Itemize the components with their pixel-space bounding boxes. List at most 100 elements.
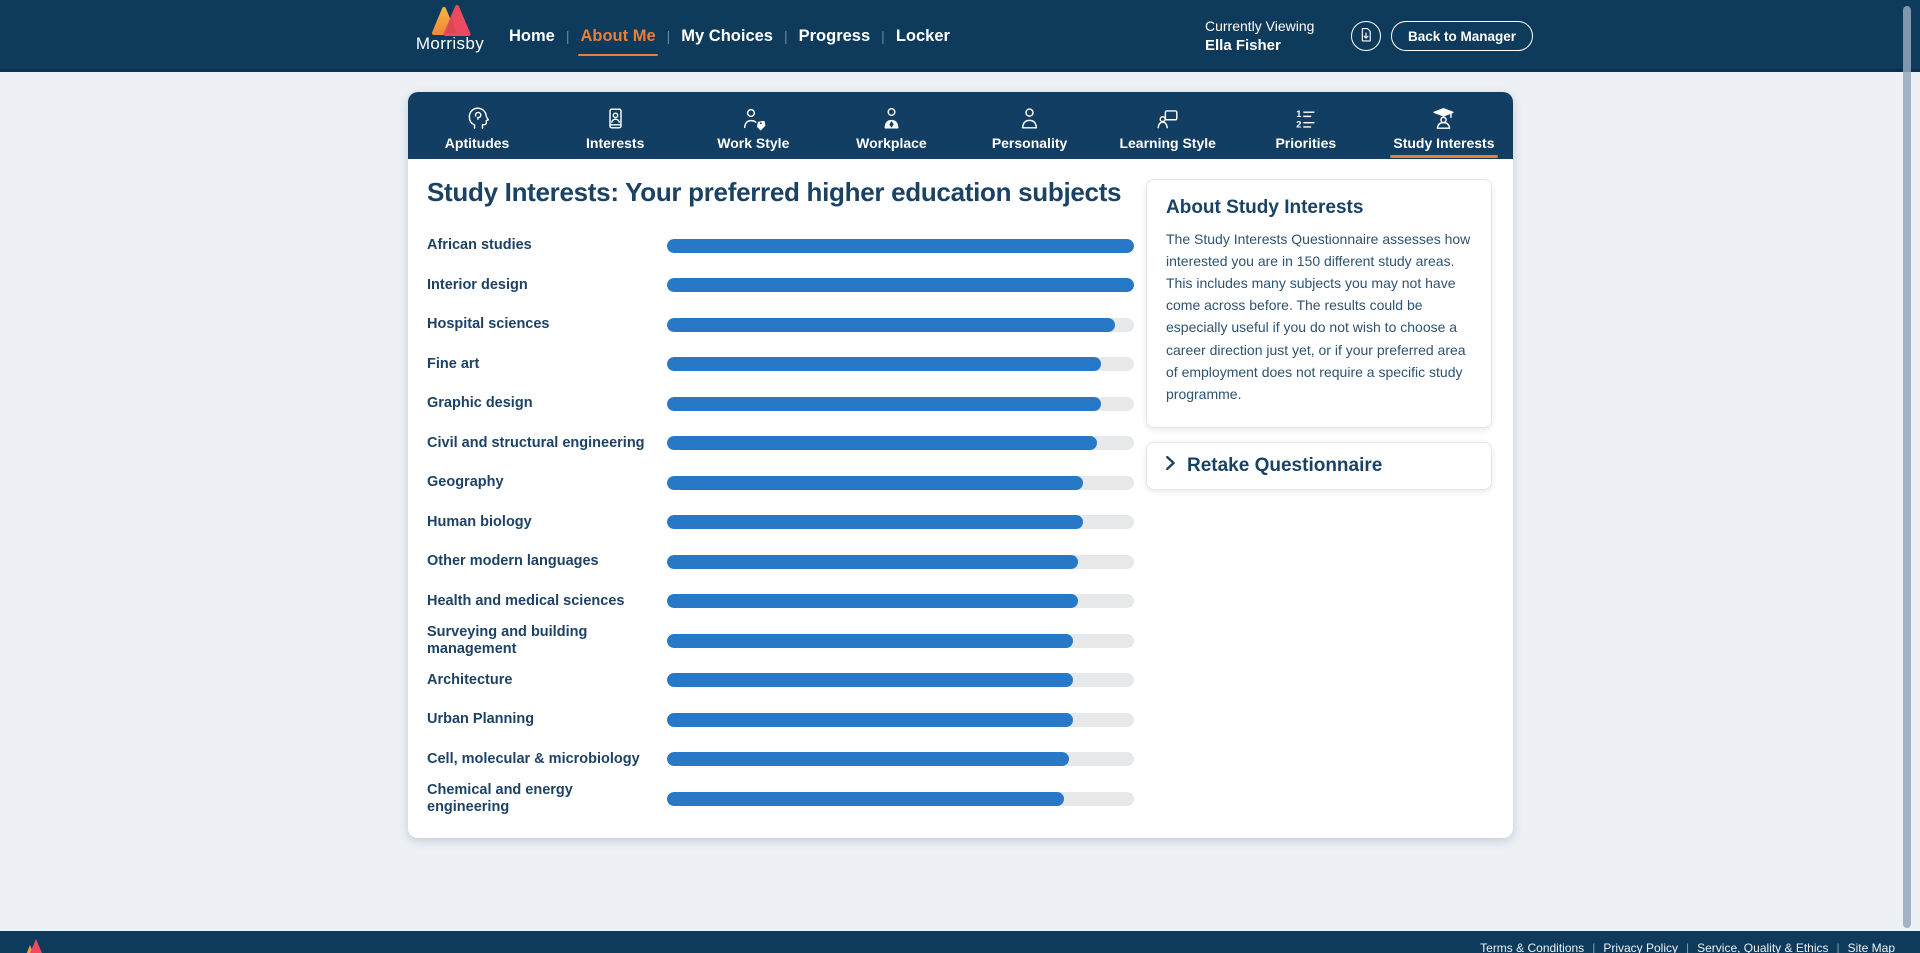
morrisby-logo[interactable]: Morrisby <box>407 3 493 54</box>
tab-label: Interests <box>586 135 645 151</box>
tab-label: Personality <box>991 135 1068 151</box>
subject-label: African studies <box>427 237 532 254</box>
interest-bar-fill <box>667 278 1134 293</box>
interest-bar-fill <box>667 317 1116 332</box>
interest-bar-fill <box>667 791 1064 806</box>
interest-bar-track <box>667 436 1134 451</box>
footer-link-site-map[interactable]: Site Map <box>1847 941 1895 953</box>
footer-link-privacy-policy[interactable]: Privacy Policy <box>1603 941 1678 953</box>
subject-label: Hospital sciences <box>427 316 550 333</box>
subject-row-urban-planning: Urban Planning <box>427 700 1134 740</box>
svg-text:2: 2 <box>1297 119 1302 129</box>
about-card-title: About Study Interests <box>1166 197 1364 218</box>
subject-label: Other modern languages <box>427 553 599 570</box>
head-profile-icon <box>464 105 491 132</box>
about-study-interests-card: About Study Interests The Study Interest… <box>1146 179 1492 428</box>
interest-bar-fill <box>667 238 1134 253</box>
subject-row-fine-art: Fine art <box>427 345 1134 385</box>
download-report-button[interactable] <box>1351 21 1381 51</box>
about-card-body: The Study Interests Questionnaire assess… <box>1166 231 1471 402</box>
tab-personality[interactable]: Personality <box>961 92 1099 159</box>
subject-row-geography: Geography <box>427 463 1134 503</box>
subject-label: Cell, molecular & microbiology <box>427 750 640 767</box>
subject-row-cell-molecular-microbiology: Cell, molecular & microbiology <box>427 740 1134 780</box>
tab-label: Study Interests <box>1390 135 1498 158</box>
interest-bar-track <box>667 752 1134 767</box>
nav-separator: | <box>881 28 885 44</box>
interest-bar-fill <box>667 396 1102 411</box>
scrollbar-thumb[interactable] <box>1903 6 1911 928</box>
right-sidebar: About Study Interests The Study Interest… <box>1146 179 1492 490</box>
nav-link-my-choices[interactable]: My Choices <box>681 26 773 45</box>
footer-link-service-quality-ethics[interactable]: Service, Quality & Ethics <box>1697 941 1829 953</box>
footer-link-terms-conditions[interactable]: Terms & Conditions <box>1480 941 1585 953</box>
subject-row-health-and-medical-sciences: Health and medical sciences <box>427 582 1134 622</box>
tab-study-interests[interactable]: Study Interests <box>1375 92 1513 159</box>
subject-row-interior-design: Interior design <box>427 266 1134 306</box>
graduate-icon <box>1430 105 1457 132</box>
brand-wordmark: Morrisby <box>415 34 485 53</box>
subject-row-civil-and-structural-engineering: Civil and structural engineering <box>427 424 1134 464</box>
interest-bar-track <box>667 554 1134 569</box>
nav-separator: | <box>666 28 671 44</box>
footer-link-separator: | <box>1836 941 1840 953</box>
footer-links: Terms & Conditions | Privacy Policy | Servic… <box>1480 941 1895 953</box>
subject-label: Health and medical sciences <box>427 592 625 609</box>
subject-label: Fine art <box>427 355 480 372</box>
interest-bar-track <box>667 633 1134 648</box>
nav-link-home[interactable]: Home <box>509 26 555 45</box>
interest-bar-fill <box>667 475 1083 490</box>
tab-priorities[interactable]: 1 2 Priorities <box>1237 92 1375 159</box>
app-footer: Terms & Conditions | Privacy Policy | Servic… <box>0 931 1920 953</box>
interest-bar-track <box>667 712 1134 727</box>
interest-bar-fill <box>667 515 1083 530</box>
subject-label: Surveying and building management <box>427 623 588 657</box>
nav-link-about-me[interactable]: About Me <box>569 27 666 56</box>
subject-row-hospital-sciences: Hospital sciences <box>427 305 1134 345</box>
study-interest-bars: African studies Interior design Hospital s… <box>427 226 1134 819</box>
nav-separator: | <box>783 28 788 44</box>
currently-viewing-label: Currently Viewing <box>1205 18 1315 34</box>
tab-learning-style[interactable]: Learning Style <box>1099 92 1237 159</box>
subject-label: Urban Planning <box>427 711 535 728</box>
interest-bar-fill <box>667 436 1097 451</box>
interest-bar-track <box>667 278 1134 293</box>
id-card-icon <box>602 105 629 132</box>
currently-viewing-name: Ella Fisher <box>1205 37 1281 54</box>
person-icon <box>1016 105 1043 132</box>
footer-link-separator: | <box>1592 941 1596 953</box>
tab-aptitudes[interactable]: Aptitudes <box>408 92 546 159</box>
interest-bar-fill <box>667 712 1074 727</box>
morrisby-logo-icon <box>407 3 493 37</box>
tab-label: Learning Style <box>1119 135 1216 151</box>
subject-label: Civil and structural engineering <box>427 434 645 451</box>
app-header: Morrisby Home | About Me | My Choices | Progre… <box>0 0 1920 72</box>
interest-bar-fill <box>667 554 1078 569</box>
nav-link-locker[interactable]: Locker <box>895 26 950 45</box>
page-title: Study Interests: Your preferred higher e… <box>427 177 1122 207</box>
header-right: Currently Viewing Ella Fisher Back to Ma… <box>1205 0 1534 72</box>
interest-bar-track <box>667 594 1134 609</box>
currently-viewing: Currently Viewing Ella Fisher <box>1205 18 1337 54</box>
subject-label: Geography <box>427 474 504 491</box>
interest-bar-track <box>667 357 1134 372</box>
interest-bar-track <box>667 238 1134 253</box>
interest-bar-track <box>667 515 1134 530</box>
back-to-manager-button[interactable]: Back to Manager <box>1391 21 1534 51</box>
interest-bar-track <box>667 791 1134 806</box>
results-card-body: Study Interests: Your preferred higher e… <box>408 159 1513 838</box>
nav-link-progress[interactable]: Progress <box>798 26 871 45</box>
retake-questionnaire-button[interactable]: Retake Questionnaire <box>1146 441 1492 490</box>
tab-label: Priorities <box>1275 135 1337 151</box>
person-tag-icon <box>740 105 767 132</box>
subject-label: Interior design <box>427 276 528 293</box>
main-nav: Home | About Me | My Choices | Progress | Locker <box>498 0 961 72</box>
tab-interests[interactable]: Interests <box>546 92 684 159</box>
tab-workplace[interactable]: Workplace <box>822 92 960 159</box>
person-screen-icon <box>1154 105 1181 132</box>
results-card: Aptitudes Interests Work Style Workplace Per… <box>408 92 1513 838</box>
tab-work-style[interactable]: Work Style <box>684 92 822 159</box>
interest-bar-fill <box>667 673 1074 688</box>
subject-label: Chemical and energy engineering <box>427 781 573 815</box>
tab-label: Workplace <box>856 135 927 151</box>
